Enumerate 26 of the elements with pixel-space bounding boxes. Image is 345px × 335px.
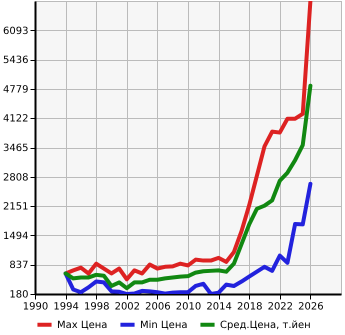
- y-tick-label: 2151: [3, 202, 28, 213]
- y-tick-label: 4779: [3, 84, 28, 96]
- y-tick-label: 837: [9, 260, 28, 272]
- x-tick-label: 2018: [236, 302, 262, 312]
- y-tick-label: 1494: [3, 230, 28, 242]
- x-tick-label: 2010: [176, 302, 202, 312]
- x-tick-label: 1990: [22, 302, 48, 312]
- x-tick-label: 2006: [145, 302, 171, 312]
- legend-label: Max Цена: [57, 320, 108, 331]
- y-tick-label: 4122: [3, 114, 28, 125]
- line-series: [64, 1, 312, 282]
- x-tick-label: 1994: [53, 302, 79, 312]
- line-series: [64, 182, 312, 294]
- legend-label: Сред.Цена, т.йен: [220, 320, 311, 331]
- y-tick-label: 3465: [3, 143, 28, 154]
- y-tick-label: 6093: [3, 26, 28, 37]
- legend-label: Min Цена: [140, 320, 188, 331]
- x-tick-label: 1998: [84, 302, 110, 312]
- x-tick-label: 2022: [268, 302, 294, 312]
- x-tick-label: 2026: [298, 302, 324, 312]
- y-tick-label: 180: [9, 290, 28, 300]
- x-tick-label: 2002: [114, 302, 140, 312]
- y-tick-label: 5436: [3, 55, 28, 66]
- line-series: [64, 84, 312, 290]
- y-tick-label: 2808: [3, 172, 28, 184]
- x-tick-label: 2014: [206, 302, 232, 312]
